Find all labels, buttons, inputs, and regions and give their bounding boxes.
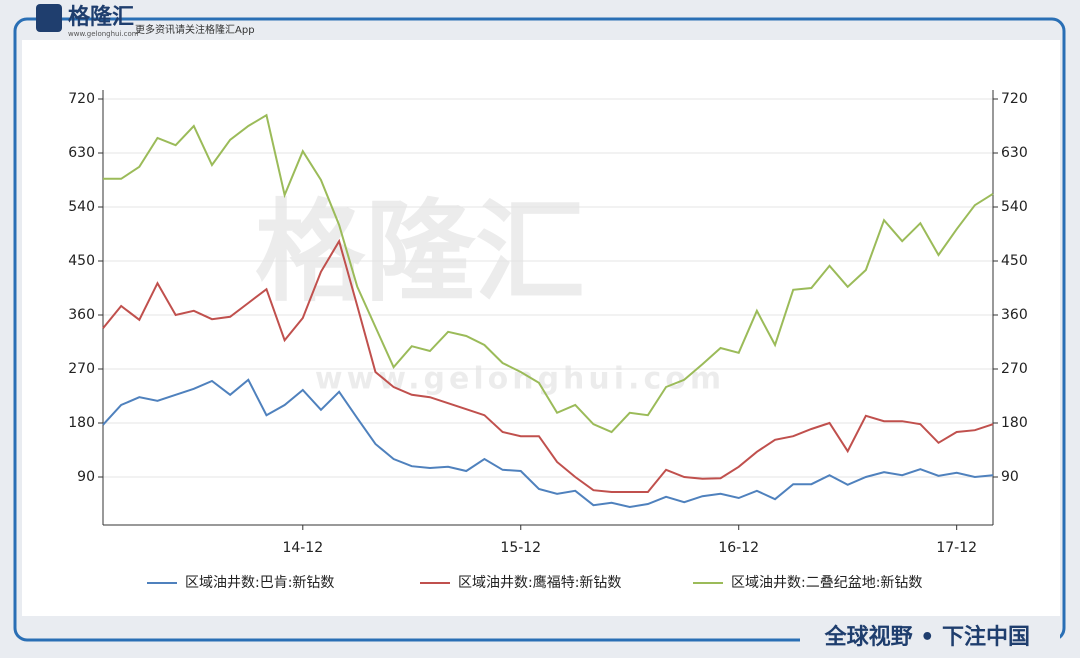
y2-tick-label: 540: [1001, 199, 1028, 215]
legend-label: 区域油井数:二叠纪盆地:新钻数: [731, 575, 922, 591]
y-tick-label: 360: [68, 307, 95, 323]
y2-tick-label: 360: [1001, 307, 1028, 323]
y-tick-label: 630: [68, 145, 95, 161]
y2-tick-label: 450: [1001, 253, 1028, 269]
logo: 格隆汇: [68, 4, 134, 30]
y2-tick-label: 720: [1001, 91, 1028, 107]
x-tick-label: 17-12: [936, 540, 977, 556]
y2-tick-label: 270: [1001, 361, 1028, 377]
frame: [13, 17, 1066, 642]
x-tick-label: 15-12: [500, 540, 541, 556]
watermark: 格隆汇: [255, 188, 585, 316]
y-tick-label: 90: [77, 469, 95, 485]
footer-bg: [800, 622, 1060, 652]
logo-url: www.gelonghui.com: [68, 30, 139, 38]
y2-tick-label: 180: [1001, 415, 1028, 431]
y-tick-label: 540: [68, 199, 95, 215]
y-tick-label: 180: [68, 415, 95, 431]
series-line: [102, 378, 994, 509]
legend-label: 区域油井数:巴肯:新钻数: [185, 575, 334, 591]
x-tick-label: 16-12: [718, 540, 759, 556]
panel: [22, 40, 1060, 616]
y2-tick-label: 90: [1001, 469, 1019, 485]
footer: 全球视野 • 下注中国: [824, 624, 1030, 650]
legend-label: 区域油井数:鹰福特:新钻数: [458, 575, 621, 591]
y2-tick-label: 630: [1001, 145, 1028, 161]
y-tick-label: 720: [68, 91, 95, 107]
y-tick-label: 450: [68, 253, 95, 269]
slogan: 更多资讯请关注格隆汇App: [135, 23, 255, 36]
logo-icon: [36, 4, 62, 32]
series-line: [102, 238, 994, 493]
y-tick-label: 270: [68, 361, 95, 377]
x-tick-label: 14-12: [282, 540, 323, 556]
series-line: [103, 113, 994, 434]
